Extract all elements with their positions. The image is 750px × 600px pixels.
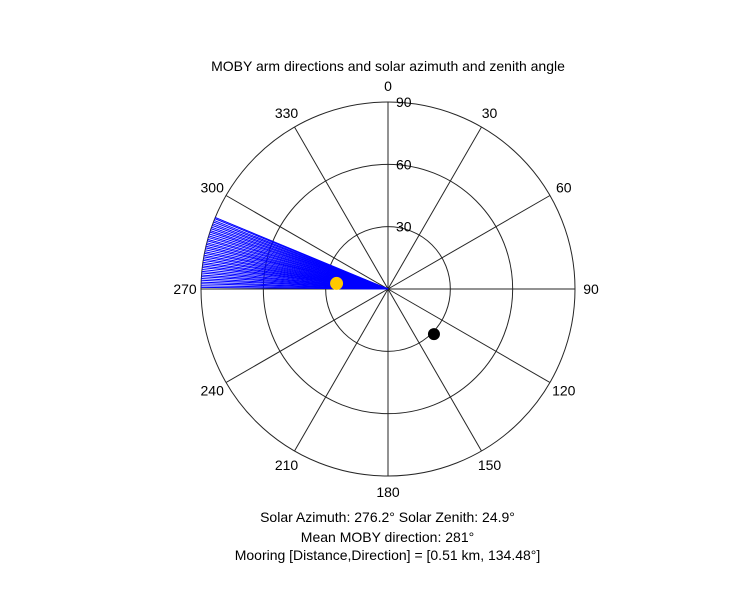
angle-tick-label: 30 [482, 105, 498, 121]
angle-tick-label: 300 [201, 180, 225, 196]
solar-info-text: Solar Azimuth: 276.2° Solar Zenith: 24.9… [260, 509, 515, 525]
angle-tick-label: 330 [275, 105, 299, 121]
angle-tick-label: 240 [201, 383, 225, 399]
radial-tick-label: 30 [396, 219, 412, 235]
mooring-info-text: Mooring [Distance,Direction] = [0.51 km,… [234, 547, 541, 563]
radial-tick-label: 90 [396, 94, 412, 110]
chart-title: MOBY arm directions and solar azimuth an… [211, 58, 565, 74]
grid-spoke [225, 288, 389, 383]
angle-tick-label: 0 [384, 78, 392, 94]
angle-tick-label: 210 [275, 457, 299, 473]
grid-spoke [387, 195, 551, 290]
angle-tick-label: 180 [376, 484, 400, 500]
grid-spoke [294, 126, 389, 290]
angle-tick-label: 60 [556, 180, 572, 196]
mooring-marker [427, 328, 440, 341]
angle-tick-label: 150 [478, 457, 502, 473]
grid-spoke [225, 195, 389, 290]
angle-tick-label: 90 [583, 281, 599, 297]
angle-tick-label: 120 [552, 383, 576, 399]
moby-arm-line [215, 216, 389, 290]
grid-spoke [387, 288, 551, 383]
grid-spoke [387, 288, 482, 452]
mean-direction-text: Mean MOBY direction: 281° [300, 529, 475, 545]
radial-tick-label: 60 [396, 156, 412, 172]
solar-marker [330, 276, 344, 290]
grid-spoke [387, 126, 482, 290]
angle-tick-label: 270 [173, 281, 197, 297]
grid-spoke [294, 288, 389, 452]
